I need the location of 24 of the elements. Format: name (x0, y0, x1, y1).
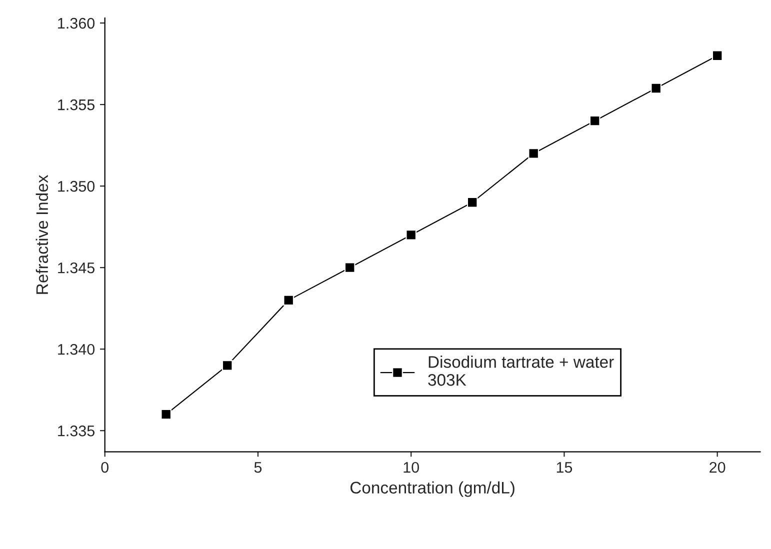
x-tick-label: 10 (404, 462, 419, 473)
x-tick-label: 0 (101, 462, 109, 473)
y-tick-label: 1.335 (58, 426, 94, 436)
point (160, 408, 172, 420)
y-tick-label: 1.350 (58, 180, 95, 192)
point (528, 148, 539, 159)
y-tick-label: 1.340 (58, 344, 95, 355)
point (650, 82, 662, 94)
y-tick-label: 1.355 (58, 99, 94, 110)
x-tick-label: 5 (254, 462, 262, 473)
point (222, 360, 233, 371)
point (344, 262, 356, 273)
y-tick-label: 1.360 (58, 18, 95, 29)
legend-label: Disodium tartrate + water 303K (428, 356, 614, 386)
y-tick-label: 1.345 (58, 262, 94, 274)
x-tick-label: 15 (556, 462, 572, 473)
point (466, 196, 478, 208)
x-axis-title: Concentration (gm/dL) (350, 481, 514, 497)
point (589, 115, 600, 126)
point (283, 294, 294, 306)
y-axis-title: Refractive Index (36, 174, 48, 294)
point (406, 230, 416, 240)
point (712, 50, 723, 61)
x-tick-label: 20 (710, 462, 726, 473)
